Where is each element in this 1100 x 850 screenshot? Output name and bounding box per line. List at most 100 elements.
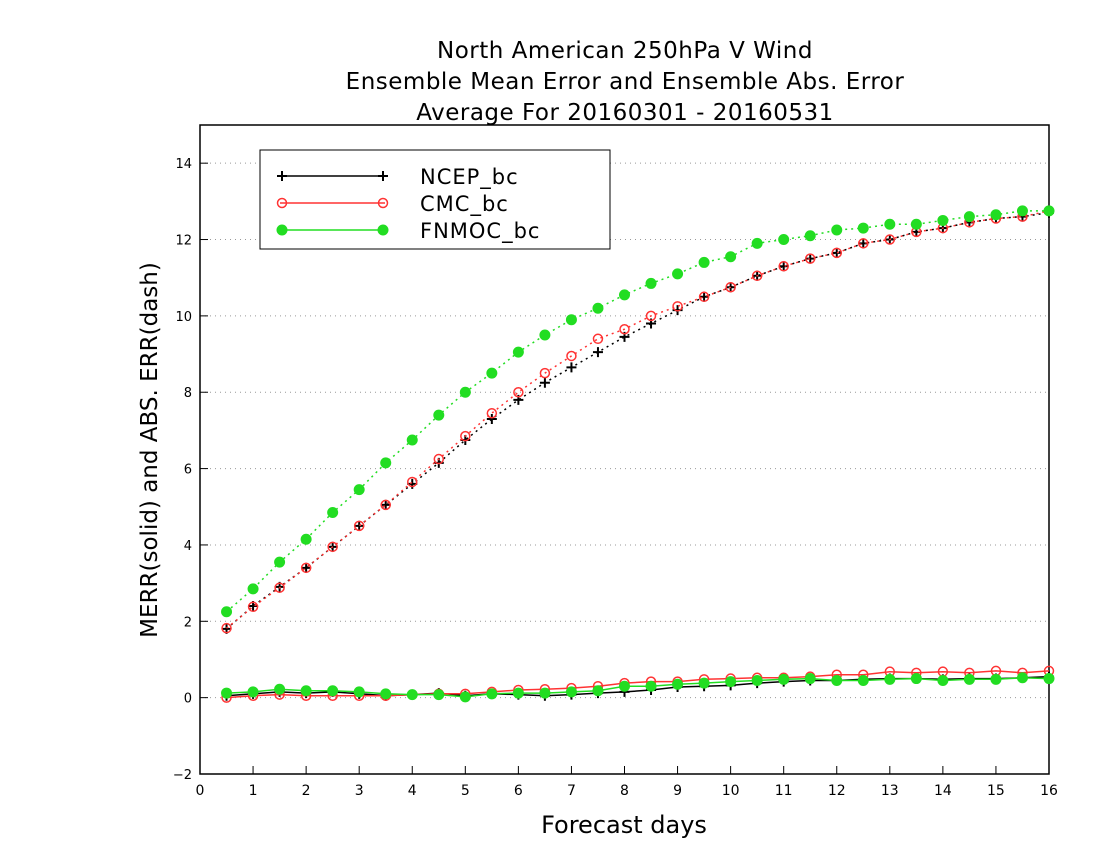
x-tick-label: 2 xyxy=(302,783,311,799)
y-tick-label: 10 xyxy=(175,310,192,325)
data-point-dot xyxy=(1016,205,1028,217)
data-point-plus xyxy=(805,253,816,264)
data-point-dot xyxy=(380,688,392,700)
data-point-circle xyxy=(778,261,789,272)
legend-box xyxy=(259,149,611,250)
data-point-dot xyxy=(990,673,1002,685)
data-point-plus xyxy=(778,261,789,272)
data-point-dot xyxy=(539,687,551,699)
series-ncep-bc xyxy=(221,207,1054,701)
data-point-circle xyxy=(539,367,551,379)
data-point-dot xyxy=(274,556,286,568)
data-point-plus xyxy=(378,171,388,181)
data-point-circle xyxy=(884,234,896,245)
abs-err-line xyxy=(226,210,1050,629)
data-point-circle xyxy=(698,291,710,303)
data-point-dot xyxy=(725,251,737,263)
data-point-circle xyxy=(247,601,259,613)
data-point-circle xyxy=(433,453,445,465)
data-point-dot xyxy=(698,256,710,268)
x-tick-label: 0 xyxy=(196,783,205,799)
data-point-dot xyxy=(327,685,339,697)
data-point-dot xyxy=(353,484,365,496)
x-axis-label: Forecast days xyxy=(541,811,707,839)
data-point-dot xyxy=(565,314,577,326)
legend-label: FNMOC_bc xyxy=(420,219,540,244)
chart-title-line-3: Average For 20160301 - 20160531 xyxy=(416,100,834,126)
data-point-dot xyxy=(857,222,869,234)
data-point-dot xyxy=(831,674,843,686)
data-point-circle xyxy=(672,301,683,312)
data-point-dot xyxy=(645,277,657,289)
data-point-dot xyxy=(963,211,975,223)
data-point-circle xyxy=(460,430,471,442)
data-point-dot xyxy=(937,214,949,226)
chart-title-line-2: Ensemble Mean Error and Ensemble Abs. Er… xyxy=(345,69,905,95)
data-point-dot xyxy=(377,224,389,236)
data-point-circle xyxy=(407,476,418,488)
data-point-dot xyxy=(247,583,259,595)
data-point-dot xyxy=(751,237,763,249)
data-point-dot xyxy=(300,533,312,545)
data-point-dot xyxy=(353,686,365,698)
data-point-circle xyxy=(751,270,763,282)
data-point-plus xyxy=(539,377,550,388)
data-point-dot xyxy=(910,673,922,685)
data-point-circle xyxy=(645,310,657,322)
data-point-plus xyxy=(354,520,365,531)
data-point-dot xyxy=(804,673,816,685)
data-point-circle xyxy=(619,323,630,335)
y-tick-label: 6 xyxy=(184,463,192,478)
abs-err-line xyxy=(226,210,1049,613)
x-tick-label: 5 xyxy=(461,783,470,799)
x-tick-label: 1 xyxy=(249,783,258,799)
data-point-plus xyxy=(277,171,287,181)
data-point-circle xyxy=(592,333,604,345)
data-point-circle xyxy=(566,350,577,362)
data-point-circle xyxy=(858,238,869,249)
data-point-dot xyxy=(433,689,445,701)
data-point-dot xyxy=(539,329,551,341)
data-point-circle xyxy=(831,247,842,259)
data-point-dot xyxy=(380,457,392,469)
data-point-circle xyxy=(804,253,816,264)
data-point-dot xyxy=(645,680,657,692)
data-point-dot xyxy=(565,686,577,698)
x-tick-label: 14 xyxy=(934,783,952,799)
abs-err-line xyxy=(226,212,1050,630)
chart-title: North American 250hPa V Wind Ensemble Me… xyxy=(200,36,1050,129)
data-point-circle xyxy=(513,386,524,398)
data-series xyxy=(221,205,1055,703)
y-tick-label: 8 xyxy=(184,386,192,401)
data-point-dot xyxy=(221,687,233,699)
data-point-dot xyxy=(619,289,630,301)
data-point-dot xyxy=(1043,673,1055,685)
x-tick-label: 8 xyxy=(620,783,629,799)
data-point-circle xyxy=(327,541,338,553)
x-tick-label: 3 xyxy=(355,783,364,799)
data-point-dot xyxy=(963,673,975,685)
legend-label: NCEP_bc xyxy=(420,165,519,190)
data-point-circle xyxy=(725,282,736,293)
data-point-dot xyxy=(486,367,498,379)
x-tick-label: 6 xyxy=(514,783,523,799)
data-point-dot xyxy=(937,674,949,686)
data-point-plus xyxy=(486,413,497,424)
y-tick-label: 14 xyxy=(175,157,192,172)
data-point-dot xyxy=(406,434,418,446)
data-point-dot xyxy=(300,685,312,697)
data-point-dot xyxy=(512,346,524,358)
chart-title-line-1: North American 250hPa V Wind xyxy=(437,38,813,64)
data-point-plus xyxy=(380,499,391,510)
data-point-plus xyxy=(566,362,577,373)
x-tick-label: 9 xyxy=(673,783,682,799)
y-tick-label: 4 xyxy=(184,539,192,554)
data-point-dot xyxy=(804,230,816,242)
data-point-circle xyxy=(300,562,312,574)
x-tick-label: 13 xyxy=(881,783,899,799)
x-tick-label: 16 xyxy=(1040,783,1058,799)
legend-label: CMC_bc xyxy=(420,192,509,217)
data-point-dot xyxy=(406,689,418,701)
